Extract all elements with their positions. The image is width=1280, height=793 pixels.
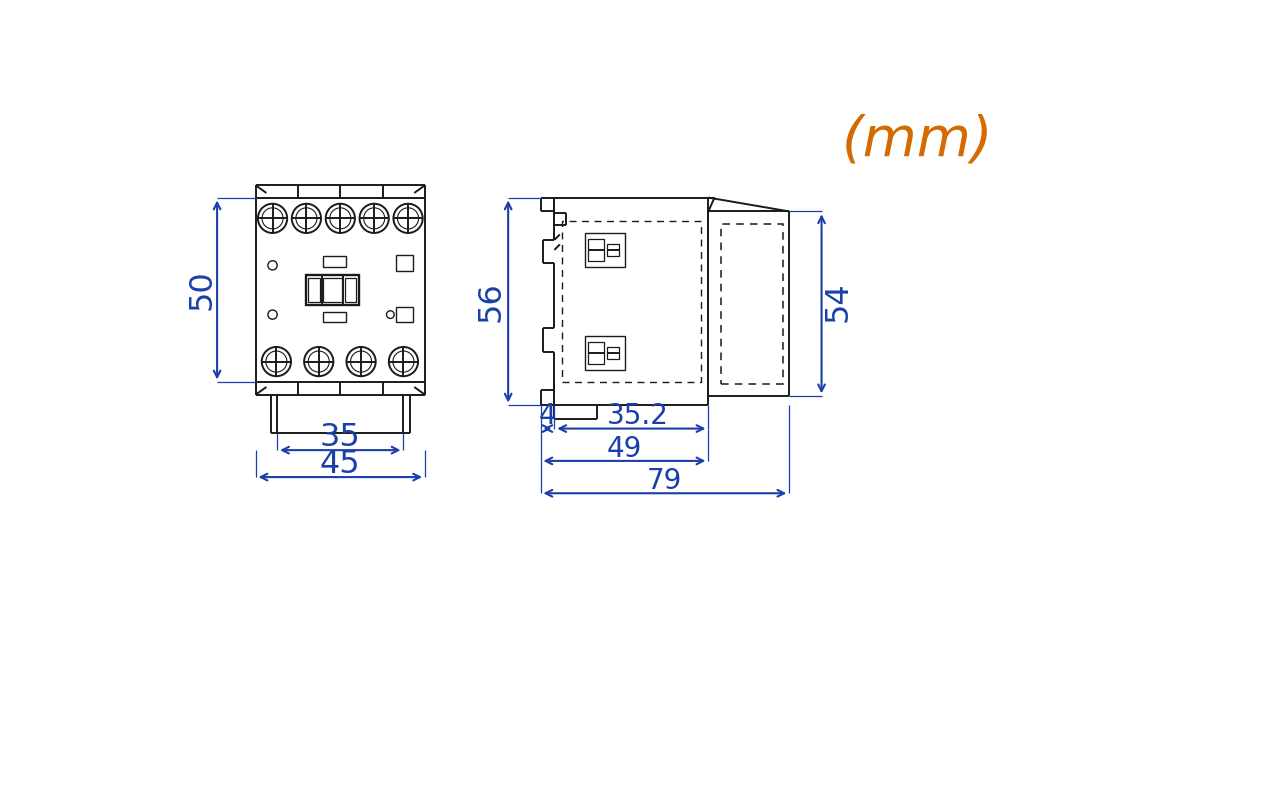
Bar: [324, 278, 342, 301]
Text: 35: 35: [320, 423, 361, 454]
Bar: [562, 220, 700, 382]
Text: 56: 56: [476, 282, 507, 322]
Bar: [344, 278, 356, 301]
Bar: [324, 256, 347, 267]
Bar: [721, 224, 783, 384]
Bar: [396, 307, 412, 322]
Bar: [607, 347, 620, 359]
Text: (mm): (mm): [842, 113, 993, 167]
Text: 49: 49: [607, 435, 643, 462]
Text: 4: 4: [539, 402, 557, 431]
Bar: [396, 255, 412, 270]
Bar: [607, 243, 620, 256]
Bar: [308, 278, 320, 301]
Text: 50: 50: [186, 270, 218, 310]
Bar: [585, 336, 625, 370]
Text: 45: 45: [320, 450, 361, 481]
Text: 54: 54: [823, 282, 854, 322]
Bar: [589, 343, 604, 364]
Bar: [585, 233, 625, 267]
Text: 35.2: 35.2: [607, 402, 668, 431]
Bar: [306, 274, 358, 305]
Bar: [589, 239, 604, 261]
Bar: [324, 312, 347, 322]
Text: 79: 79: [648, 467, 682, 495]
